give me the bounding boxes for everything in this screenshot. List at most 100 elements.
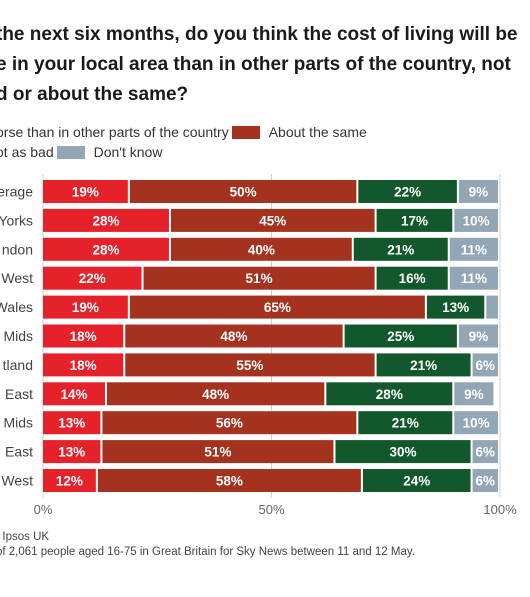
data-label: 21%	[410, 358, 437, 373]
data-label: 13%	[58, 445, 85, 460]
bar-segment	[454, 382, 494, 406]
legend-item-same: About the same	[269, 124, 367, 140]
category-label: Mids	[3, 328, 33, 344]
data-label: 13%	[58, 416, 85, 431]
data-label: 6%	[476, 445, 496, 460]
data-label: 28%	[376, 387, 403, 402]
category-label: tland	[3, 357, 33, 373]
bar-segment	[43, 208, 169, 232]
legend-swatch	[231, 125, 260, 139]
bar-segment	[170, 237, 352, 261]
legend-row: ot as bad Don't know	[0, 144, 166, 160]
bar-segment	[129, 295, 425, 319]
bar-segment	[454, 208, 498, 232]
data-label: 51%	[246, 271, 273, 286]
data-label: 19%	[72, 185, 99, 200]
bar-segment	[353, 237, 448, 261]
data-label: 19%	[72, 300, 99, 315]
data-label: 55%	[236, 358, 263, 373]
bar-segment	[358, 180, 457, 203]
data-label: 48%	[202, 387, 229, 402]
data-label: 48%	[220, 329, 247, 344]
bar-segment	[43, 324, 124, 348]
category-label: Wales	[0, 299, 33, 315]
x-tick-label: 0%	[34, 502, 53, 517]
data-label: 12%	[56, 474, 83, 489]
legend-row: orse than in other parts of the country …	[0, 124, 371, 140]
legend-item-worse: orse than in other parts of the country	[0, 124, 265, 140]
data-label: 22%	[79, 271, 106, 286]
ticks-layer: 0% 50% 100%	[34, 502, 517, 517]
bar-segment	[125, 353, 375, 377]
sample-note: of 2,061 people aged 16-75 in Great Brit…	[0, 546, 415, 558]
bar-segment	[129, 180, 357, 203]
data-label: 56%	[216, 416, 243, 431]
bar-segment	[449, 237, 498, 261]
labels-layer: erage 19% 50% 22% 9% Yorks 28% 45% 17% 10% ndon 28%…	[0, 184, 495, 489]
category-label: Yorks	[0, 212, 33, 228]
bar-segment	[426, 295, 485, 319]
category-label: East	[5, 386, 33, 402]
bar-segment	[43, 469, 96, 492]
data-label: 9%	[464, 387, 484, 402]
category-label: East	[5, 444, 33, 460]
bar-segment	[472, 440, 498, 464]
bar-segment	[43, 266, 142, 290]
data-label: 18%	[70, 329, 97, 344]
category-label: ndon	[2, 241, 33, 257]
data-label: 10%	[463, 213, 490, 228]
data-label: 40%	[248, 242, 275, 257]
bar-segment	[335, 440, 471, 464]
bar-segment	[43, 353, 124, 377]
data-label: 58%	[216, 474, 243, 489]
data-label: 50%	[230, 185, 257, 200]
data-label: 28%	[92, 213, 119, 228]
x-tick-label: 50%	[258, 502, 284, 517]
bar-segment	[344, 324, 457, 348]
bars-layer	[43, 180, 498, 492]
category-label: Mids	[3, 415, 33, 431]
bar-segment	[358, 411, 453, 435]
bar-segment	[102, 411, 357, 435]
bar-segment	[125, 324, 343, 348]
data-label: 21%	[392, 416, 419, 431]
legend-item-dont-know: Don't know	[94, 144, 163, 160]
legend-item-not-as-bad: ot as bad	[0, 144, 90, 160]
data-label: 24%	[403, 474, 430, 489]
chart-title-line: d or about the same?	[0, 84, 189, 105]
data-label: 18%	[70, 358, 97, 373]
bar-segment	[486, 295, 498, 319]
bar-segment	[170, 208, 375, 232]
bar-segment	[458, 180, 498, 203]
legend-label: orse than in other parts of the country	[0, 124, 229, 140]
data-label: 14%	[60, 387, 87, 402]
data-label: 25%	[387, 329, 414, 344]
data-label: 6%	[476, 474, 496, 489]
category-label: erage	[0, 184, 33, 200]
bar-segment	[472, 353, 498, 377]
data-label: 11%	[461, 242, 487, 257]
bar-segment	[43, 180, 128, 203]
data-label: 28%	[92, 242, 119, 257]
stacked-bar-chart: erage 19% 50% 22% 9% Yorks 28% 45% 17% 10% ndon 28%…	[0, 174, 517, 517]
bar-segment	[326, 382, 453, 406]
bar-segment	[106, 382, 325, 406]
data-label: 6%	[476, 358, 496, 373]
bar-segment	[43, 237, 169, 261]
legend-label: ot as bad	[0, 144, 54, 160]
bar-segment	[362, 469, 471, 492]
bar-segment	[43, 295, 128, 319]
bar-segment	[43, 440, 101, 464]
bar-segment	[43, 382, 105, 406]
data-label: 21%	[387, 242, 414, 257]
bar-segment	[472, 469, 498, 492]
chart-title: the next six months, do you think the co…	[0, 20, 530, 110]
data-label: 17%	[401, 213, 428, 228]
source-note: : Ipsos UK	[0, 531, 50, 543]
legend-label: About the same	[268, 124, 367, 140]
data-label: 9%	[469, 185, 489, 200]
data-label: 30%	[390, 445, 417, 460]
data-label: 10%	[463, 416, 490, 431]
data-label: 11%	[461, 271, 487, 286]
data-label: 51%	[204, 445, 231, 460]
